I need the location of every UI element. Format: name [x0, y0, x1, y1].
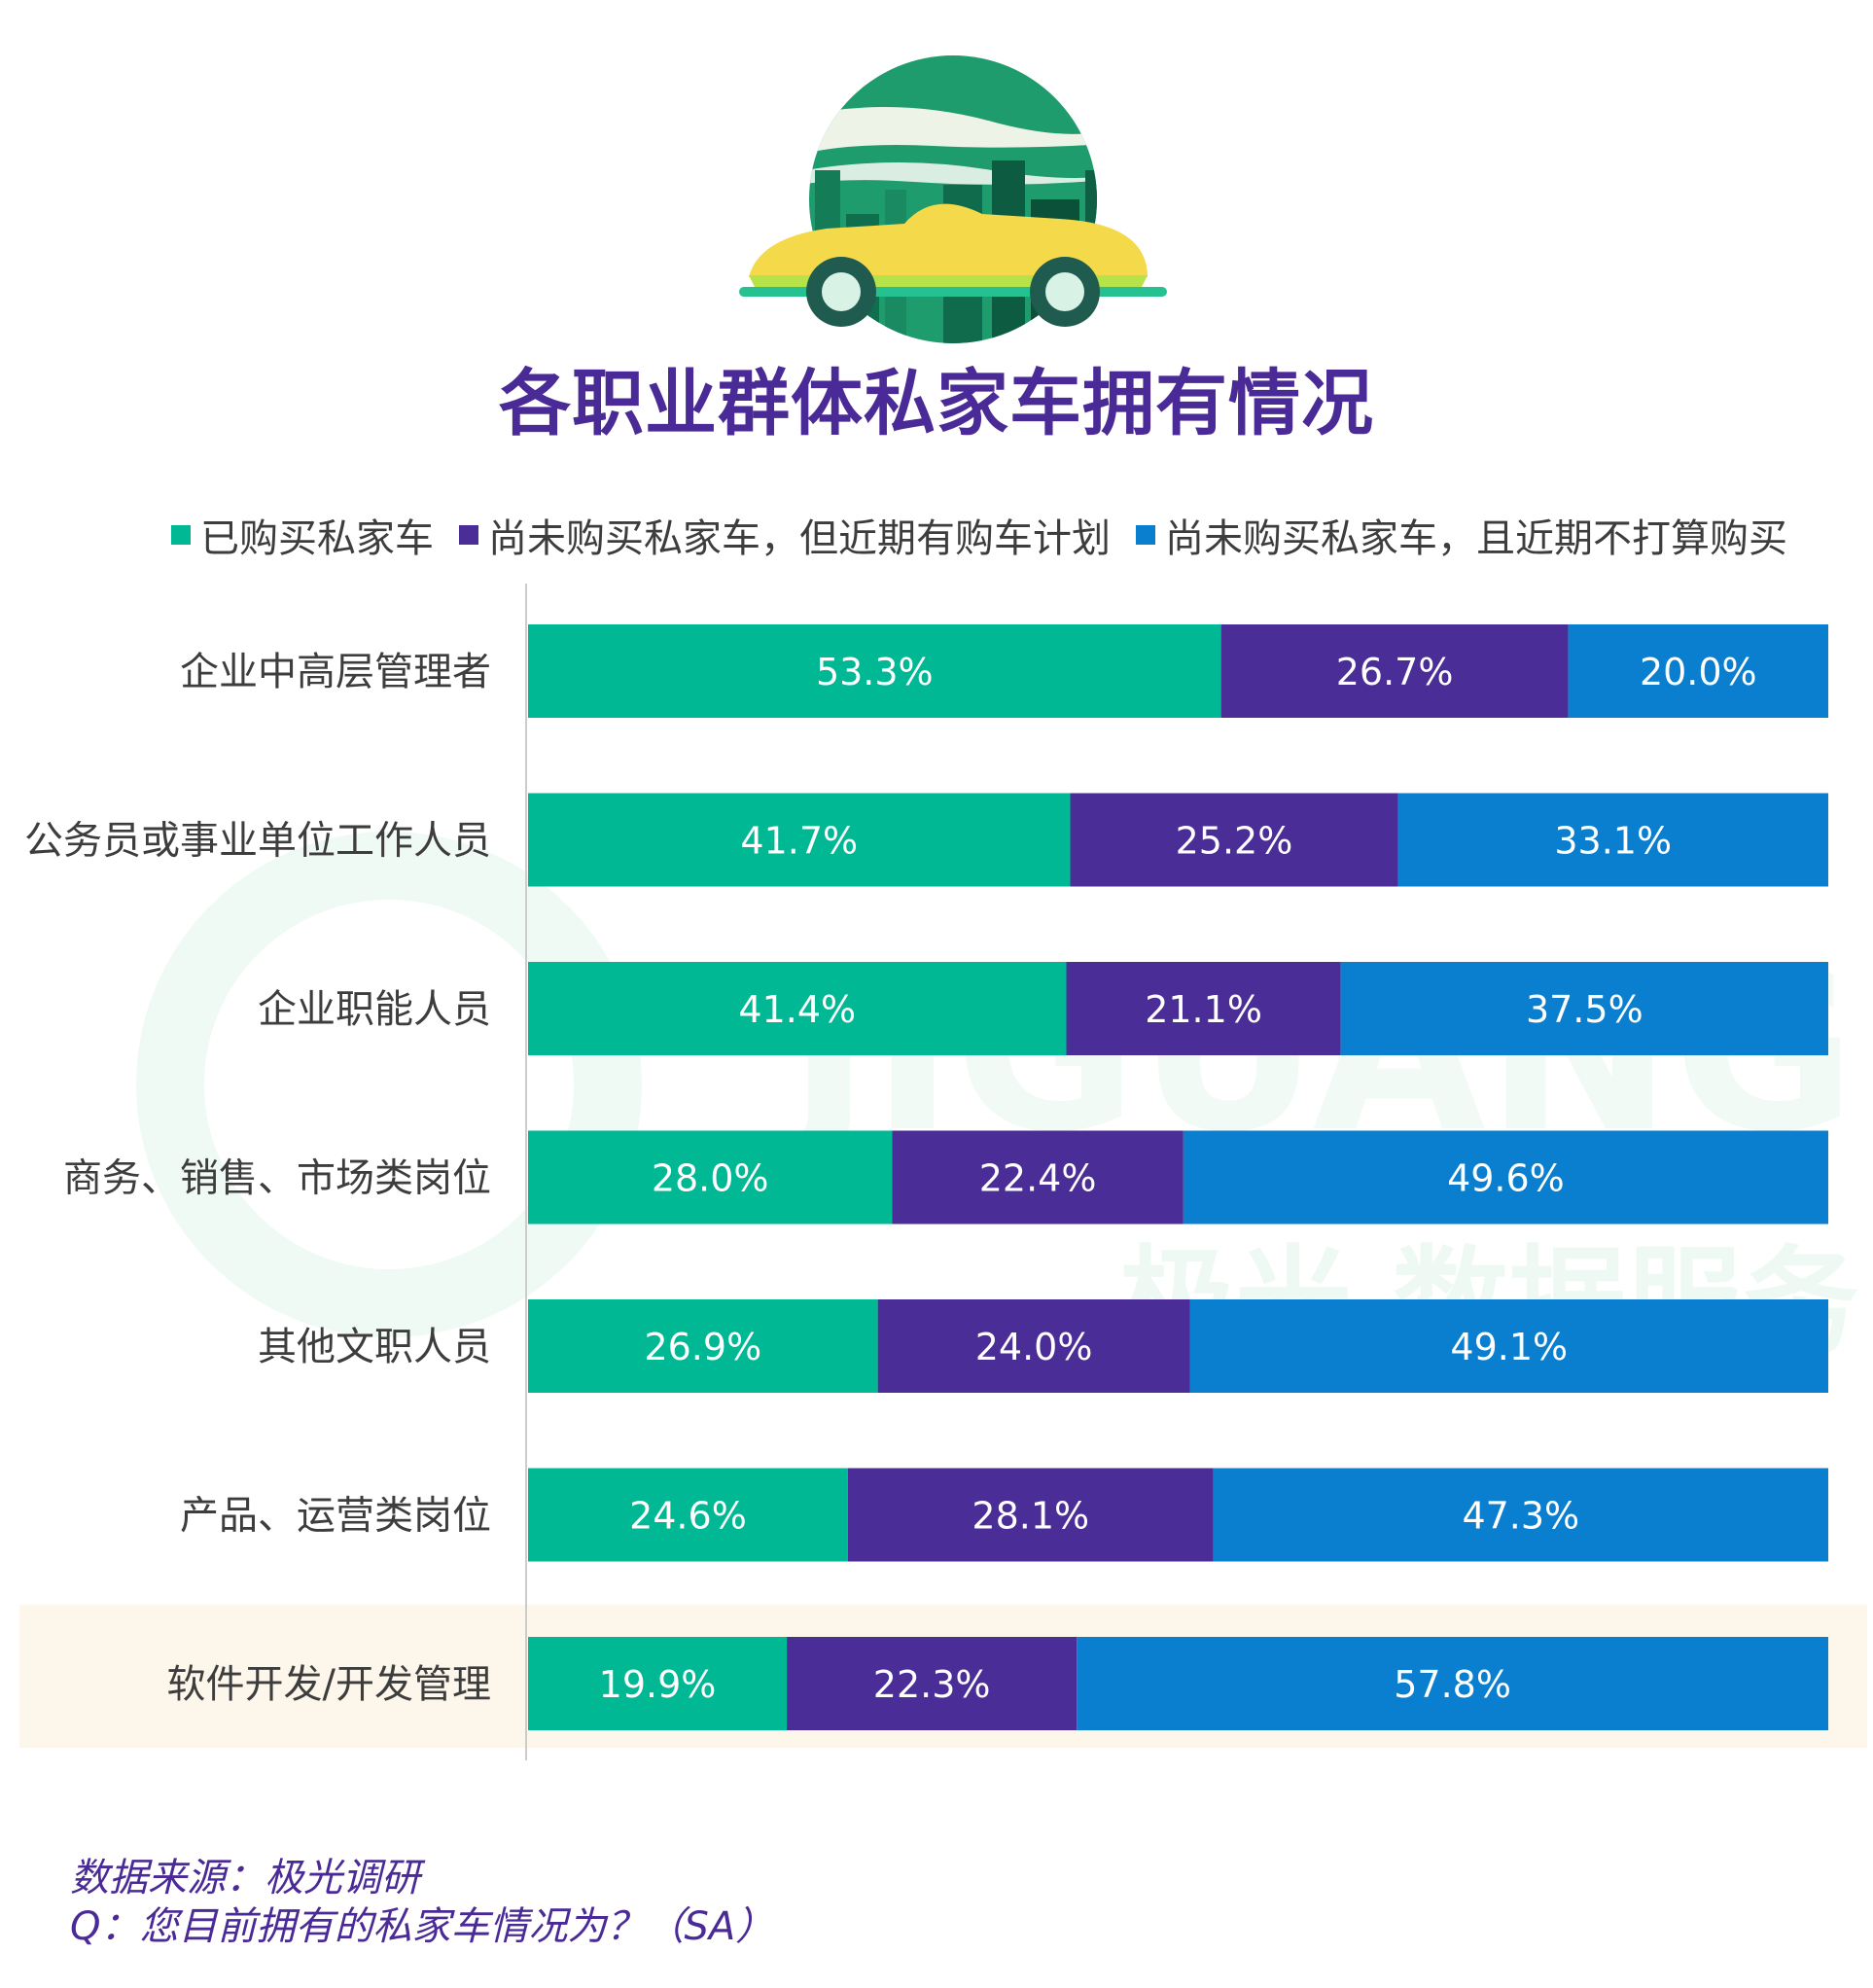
bar-segment-not-planning — [1077, 1637, 1828, 1730]
bar-segment-not-planning — [1189, 1299, 1828, 1393]
category-label: 企业职能人员 — [258, 987, 491, 1032]
bar-segment-bought — [528, 1130, 893, 1225]
data-label: 22.3% — [873, 1663, 991, 1706]
bar-segment-bought — [528, 793, 1071, 887]
data-label: 24.0% — [975, 1326, 1093, 1368]
bar-segment-bought — [528, 1299, 878, 1393]
data-label: 53.3% — [816, 651, 934, 693]
category-label: 公务员或事业单位工作人员 — [24, 819, 491, 864]
data-label: 26.7% — [1336, 651, 1454, 693]
chart-title: 各职业群体私家车拥有情况 — [499, 362, 1374, 445]
data-label: 20.0% — [1640, 651, 1757, 693]
bar-segment-planning — [1220, 624, 1569, 718]
legend: 已购买私家车 尚未购买私家车，但近期有购车计划 尚未购买私家车，且近期不打算购买 — [171, 506, 1844, 564]
data-label: 33.1% — [1554, 820, 1672, 863]
category-label: 商务、销售、市场类岗位 — [63, 1156, 491, 1201]
watermark-logo-ring — [136, 832, 642, 1337]
legend-swatch — [171, 525, 191, 545]
question-line: Q：您目前拥有的私家车情况为？（SA） — [70, 1904, 775, 1949]
legend-label: 尚未购买私家车，但近期有购车计划 — [488, 516, 1111, 561]
bar-segment-planning — [892, 1130, 1184, 1225]
legend-label: 已购买私家车 — [200, 516, 434, 561]
category-label: 软件开发/开发管理 — [167, 1662, 491, 1707]
source-line: 数据来源：极光调研 — [70, 1856, 420, 1900]
bar-segment-not-planning — [1183, 1130, 1828, 1225]
legend-swatch — [1136, 525, 1155, 545]
data-label: 28.0% — [652, 1157, 769, 1200]
bar-segment-bought — [528, 624, 1221, 718]
bar-segment-not-planning — [1340, 962, 1828, 1055]
car-city-illustration — [739, 55, 1167, 343]
data-label: 26.9% — [644, 1326, 761, 1368]
legend-item-not-planning: 尚未购买私家车，且近期不打算购买 — [1136, 507, 1787, 563]
data-label: 41.7% — [740, 820, 858, 863]
stacked-bar-chart: JIGUANG 极光 数据服务 企业中高层管理者 53.3% 26.7% 20.0% 公… — [24, 584, 1859, 1760]
legend-item-bought: 已购买私家车 — [171, 507, 434, 563]
bar-segment-not-planning — [1397, 793, 1828, 887]
data-label: 28.1% — [972, 1495, 1089, 1538]
bar-segment-planning — [877, 1299, 1190, 1393]
legend-swatch — [459, 525, 478, 545]
bar-segment-planning — [1066, 962, 1341, 1055]
data-label: 21.1% — [1145, 988, 1262, 1031]
category-label: 企业中高层管理者 — [180, 650, 491, 694]
bar-segment-bought — [528, 1637, 788, 1730]
bar-segment-planning — [847, 1468, 1214, 1562]
data-label: 41.4% — [738, 988, 856, 1031]
data-label: 47.3% — [1462, 1495, 1579, 1538]
legend-label: 尚未购买私家车，且近期不打算购买 — [1165, 516, 1787, 561]
data-label: 49.1% — [1450, 1326, 1568, 1368]
bar-segment-planning — [1070, 793, 1398, 887]
bar-segment-planning — [787, 1637, 1078, 1730]
data-label: 22.4% — [979, 1157, 1097, 1200]
data-label: 24.6% — [629, 1495, 747, 1538]
data-label: 49.6% — [1447, 1157, 1565, 1200]
category-label: 产品、运营类岗位 — [180, 1494, 491, 1539]
category-label: 其他文职人员 — [258, 1325, 491, 1369]
bars-group: 企业中高层管理者 53.3% 26.7% 20.0% 公务员或事业单位工作人员 41.7%… — [24, 624, 1828, 1730]
watermark: JIGUANG 极光 数据服务 — [136, 832, 1859, 1370]
source-note: 数据来源：极光调研 Q：您目前拥有的私家车情况为？（SA） — [70, 1854, 774, 1951]
bar-segment-bought — [528, 962, 1067, 1055]
bar-segment-not-planning — [1213, 1468, 1828, 1562]
legend-item-planning: 尚未购买私家车，但近期有购车计划 — [459, 507, 1111, 563]
data-label: 37.5% — [1526, 988, 1643, 1031]
data-label: 57.8% — [1394, 1663, 1511, 1706]
data-label: 25.2% — [1176, 820, 1293, 863]
bar-segment-not-planning — [1568, 624, 1828, 718]
bar-segment-bought — [528, 1468, 848, 1562]
data-label: 19.9% — [599, 1663, 717, 1706]
